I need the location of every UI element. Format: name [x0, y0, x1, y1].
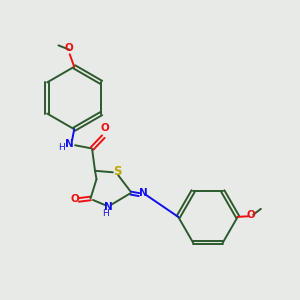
Text: N: N	[104, 202, 113, 212]
Text: O: O	[64, 43, 73, 53]
Text: O: O	[100, 123, 109, 133]
Text: O: O	[71, 194, 80, 204]
Text: H: H	[102, 209, 109, 218]
Text: N: N	[65, 139, 74, 149]
Text: S: S	[113, 165, 121, 178]
Text: H: H	[58, 142, 65, 152]
Text: N: N	[139, 188, 148, 198]
Text: O: O	[246, 210, 255, 220]
